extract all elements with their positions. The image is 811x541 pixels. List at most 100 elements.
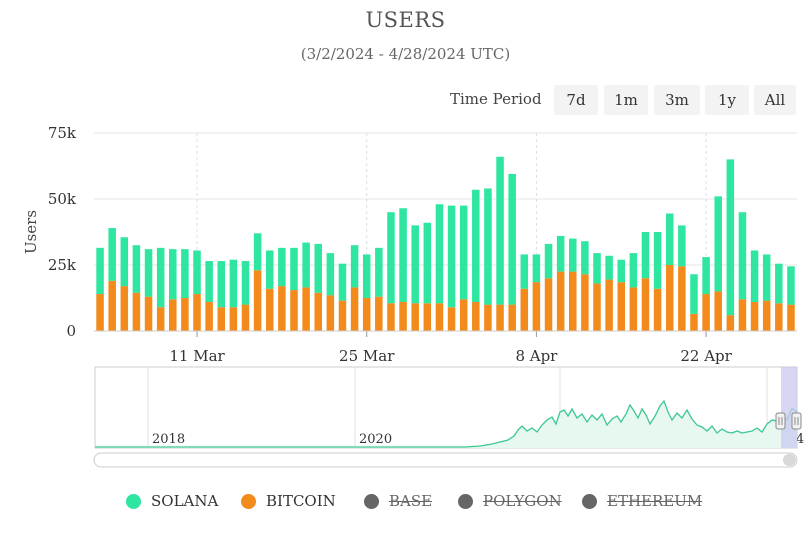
bar-solana [278,247,286,287]
bar-solana [241,261,250,305]
navigator-tick-label: 2018 [152,432,185,447]
axis-layer: 0 25k 50k 75k Users 11 Mar 25 Mar 8 Apr 22 Apr [22,124,797,365]
bar-bitcoin [302,287,310,331]
navigator-selection [781,367,797,448]
period-3m-button[interactable]: 3m [654,85,700,115]
bar-bitcoin [120,286,129,331]
chart-subtitle: (3/2/2024 - 4/28/2024 UTC) [300,45,511,63]
bar-solana [629,253,638,288]
scrollbar-thumb [783,454,796,466]
navigator-area [95,401,797,448]
navigator-scrollbar [93,452,798,468]
legend-label: SOLANA [151,492,219,510]
bar-solana [775,263,783,304]
bar-solana [447,205,456,308]
y-tick-label: 0 [66,322,76,340]
bar-solana [156,247,165,308]
bar-solana [108,228,116,281]
bar-solana [144,249,153,297]
bar-bitcoin [690,313,698,331]
navigator-line [95,399,798,448]
bar-bitcoin [253,270,262,331]
bar-bitcoin [678,266,686,331]
navigator[interactable]: 2018202020222024 [93,366,804,468]
bar-solana [435,204,444,304]
bar-bitcoin [581,274,589,331]
bar-solana [362,254,371,298]
legend-item-bitcoin[interactable]: BITCOIN [241,492,336,510]
bar-bitcoin [447,307,456,331]
legend-item-ethereum[interactable]: ETHEREUM [582,492,702,510]
bar-bitcoin [496,304,504,331]
legend-label: BITCOIN [266,492,336,510]
bar-bitcoin [484,304,492,331]
time-period-label: Time Period [450,90,542,108]
bar-solana [556,235,565,272]
bar-bitcoin [169,299,177,331]
bar-bitcoin [362,298,371,331]
bar-bitcoin [569,271,577,331]
bar-solana [423,222,432,304]
bar-bitcoin [435,303,444,331]
bar-bitcoin [387,303,395,331]
bar-solana [387,212,395,304]
legend-dot-bitcoin [241,493,256,509]
legend-item-polygon[interactable]: POLYGON [458,492,562,510]
bar-solana [762,254,771,301]
bar-bitcoin [520,288,529,331]
bar-bitcoin [617,282,626,331]
bar-solana [496,156,504,305]
bar-bitcoin [423,303,432,331]
bar-bitcoin [108,280,116,331]
bar-bitcoin [738,299,747,331]
bar-solana [169,249,177,300]
bar-solana [96,247,104,295]
y-tick-label: 25k [48,256,77,274]
legend-dot-solana [126,493,141,509]
bar-solana [714,196,722,292]
bar-bitcoin [290,290,298,331]
bar-bitcoin [217,307,226,331]
legend-label: BASE [389,492,433,510]
bar-solana [544,243,553,279]
bar-bitcoin [132,292,141,331]
period-1y-button[interactable]: 1y [705,85,749,115]
bar-bitcoin [241,304,250,331]
bar-solana [459,205,468,300]
bar-solana [678,225,686,267]
bar-solana [750,250,759,302]
bar-bitcoin [181,298,189,331]
bar-bitcoin [750,301,759,331]
bar-bitcoin [532,282,541,331]
bar-solana [290,247,298,291]
legend-item-solana[interactable]: SOLANA [126,492,218,510]
bar-bitcoin [375,296,383,331]
x-tick-label: 25 Mar [339,347,395,365]
bar-solana [350,245,359,288]
x-tick-label: 11 Mar [169,347,225,365]
bar-bitcoin [544,278,553,331]
legend-dot-polygon [458,493,473,509]
x-tick-label: 22 Apr [680,347,732,365]
bar-bitcoin [472,301,480,331]
bar-solana [653,232,662,289]
y-tick-label: 75k [48,124,77,142]
x-tick-label: 8 Apr [515,347,558,365]
bar-bitcoin [653,288,662,331]
legend-item-base[interactable]: BASE [364,492,432,510]
bar-solana [641,232,650,279]
bar-bitcoin [714,291,722,331]
period-all-button[interactable]: All [754,85,796,115]
bar-bitcoin [605,279,613,331]
navigator-handle-left [775,412,786,430]
bar-solana [302,242,310,288]
bar-solana [229,259,238,308]
period-7d-button[interactable]: 7d [554,85,598,115]
legend-dot-base [364,493,379,509]
bar-solana [569,238,577,272]
bar-solana [532,254,541,283]
period-1m-button[interactable]: 1m [604,85,648,115]
bar-solana [217,261,226,308]
y-axis-title: Users [22,210,40,254]
